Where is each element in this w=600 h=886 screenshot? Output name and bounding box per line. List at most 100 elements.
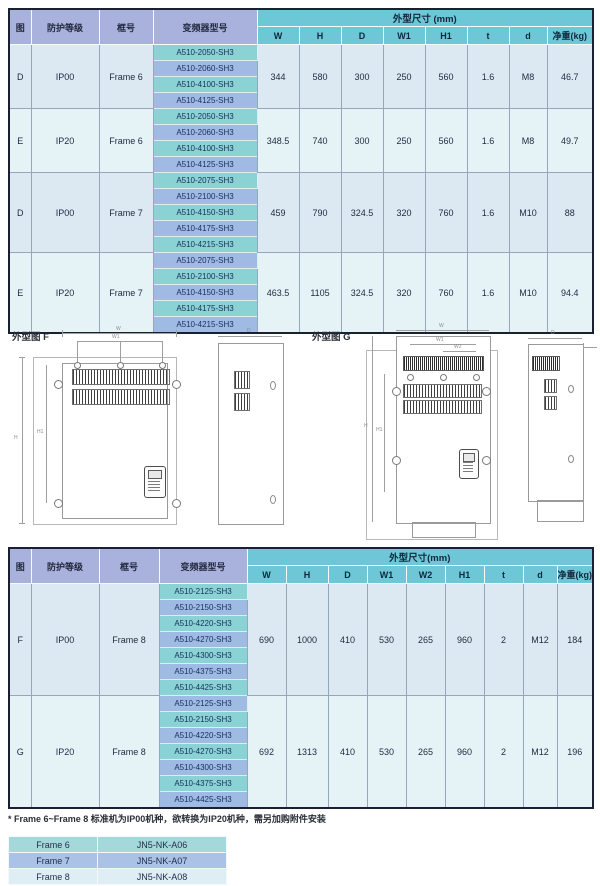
model-cell: A510-2060-SH3 [152,124,258,141]
row-group-d-frame7: D IP00 Frame 7 A510-2075-SH3 459 790 324… [8,172,594,253]
mounting-hole-icon [74,362,81,369]
table-row: Frame 6 JN5-NK-A06 [8,836,227,853]
col-header-w2: W2 [405,565,446,584]
table-row: Frame 7 JN5-NK-A07 [8,852,227,869]
table-row: A510-2100-SH3 [9,268,593,285]
cell-w1: 320 [382,252,426,334]
dim-label-h: H [364,423,368,429]
table-row: A510-4425-SH3 [9,679,593,696]
dimension-tick [176,330,177,337]
dimension-line-h [22,357,23,523]
model-cell: A510-4100-SH3 [152,76,258,93]
cell-t: 2 [483,695,524,809]
table-row: D IP00 Frame 6 A510-2050-SH3 344 580 300… [8,44,594,109]
col-header-protection: 防护等级 [30,547,100,584]
model-cell: A510-2150-SH3 [158,711,248,728]
cell-fig: D [8,44,32,109]
table-row: A510-4125-SH3 [9,92,593,109]
cell-t: 1.6 [466,44,510,109]
cell-frame: Frame 7 [98,172,154,253]
cell-weight: 184 [556,583,594,696]
cell-d: 324.5 [340,172,384,253]
dimension-line-h [372,336,373,522]
spec-table-frame8: 图 防护等级 框号 变频器型号 外型尺寸(mm) W H D W1 W2 H1 … [8,547,595,809]
cell-protection: IP20 [30,252,100,334]
cell-fig: E [8,252,32,334]
mounting-hole-icon [440,374,447,381]
cell-d: 410 [327,583,368,696]
dim-label-h1: H1 [37,429,44,435]
dimension-extension [120,341,121,363]
drawing-f-title: 外型图 F [12,332,49,343]
table-row: F IP00 Frame 8 A510-2125-SH3 690 1000 41… [8,583,594,696]
col-header-screw: d [508,26,548,45]
model-cell: A510-4270-SH3 [158,631,248,648]
table-row: A510-4100-SH3 [9,140,593,157]
cell-w: 348.5 [256,108,300,173]
dims-banner: 外型尺寸 (mm) [256,8,594,27]
mounting-hole-icon [159,362,166,369]
dimension-extension [77,341,78,363]
model-cell: A510-4125-SH3 [152,92,258,109]
col-header-h1: H1 [424,26,468,45]
cell-t: 2 [483,583,524,696]
keyhole-slot-icon [54,499,63,508]
model-cell: A510-2060-SH3 [152,60,258,77]
cell-fig: E [8,108,32,173]
col-header-frame: 框号 [98,547,160,584]
model-cell: A510-4425-SH3 [158,679,248,696]
model-cell: A510-2125-SH3 [158,695,248,712]
cell-w2: 265 [405,583,446,696]
mounting-hole-icon [407,374,414,381]
cell-screw: M8 [508,44,548,109]
cell-frame: Frame 6 [8,836,98,853]
vent-grille [544,379,557,393]
cell-d: 300 [340,44,384,109]
model-cell: A510-4375-SH3 [158,775,248,792]
model-cell: A510-4175-SH3 [152,220,258,237]
cell-h: 790 [298,172,342,253]
dimension-line-w [396,330,489,331]
footnote: * Frame 6~Frame 8 标准机为IP00机种，欲转换为IP20机种，… [8,814,326,824]
cell-w: 459 [256,172,300,253]
col-header-fig: 图 [8,547,32,584]
cell-protection: IP00 [30,583,100,696]
top-vent-cover [532,356,560,371]
cell-w1: 250 [382,44,426,109]
model-cell: A510-2125-SH3 [158,583,248,600]
row-group-d-frame6: D IP00 Frame 6 A510-2050-SH3 344 580 300… [8,44,594,109]
table-row: A510-4270-SH3 [9,631,593,648]
cell-h: 580 [298,44,342,109]
thickness-pointer [583,347,597,348]
model-cell: A510-4150-SH3 [152,284,258,301]
dim-label-w: W [439,323,444,329]
dim-label-d: D [247,328,251,334]
cell-part-number: JN5-NK-A08 [97,868,227,885]
model-cell: A510-2100-SH3 [152,268,258,285]
cell-weight: 88 [546,172,594,253]
cell-h1: 960 [444,583,485,696]
cell-protection: IP20 [30,108,100,173]
table-row: A510-2060-SH3 [9,60,593,77]
spec-table-frame6-7: 图 防护等级 框号 变频器型号 外型尺寸 (mm) W H D W1 H1 t … [8,8,594,334]
row-group-e-frame6: E IP20 Frame 6 A510-2050-SH3 348.5 740 3… [8,108,594,173]
table-row: A510-4220-SH3 [9,727,593,744]
cell-w1: 530 [366,583,407,696]
keyhole-slot-icon [54,380,63,389]
model-cell: A510-4175-SH3 [152,300,258,317]
cell-t: 1.6 [466,252,510,334]
col-header-protection: 防护等级 [30,8,100,45]
cell-h1: 760 [424,172,468,253]
side-hole-icon [568,385,574,393]
accessory-kit-table: Frame 6 JN5-NK-A06 Frame 7 JN5-NK-A07 Fr… [8,836,227,885]
top-vent-cover [403,356,484,371]
dimension-extension [162,341,163,363]
cell-d: 300 [340,108,384,173]
side-hole-icon [270,495,276,504]
drawing-g-base-pedestal [412,522,476,538]
table-row: G IP20 Frame 8 A510-2125-SH3 692 1313 41… [8,695,594,809]
keypad-display [148,470,162,479]
vent-grille [403,384,482,398]
dimension-tick [19,523,25,524]
col-header-weight: 净重(kg) [546,26,594,45]
